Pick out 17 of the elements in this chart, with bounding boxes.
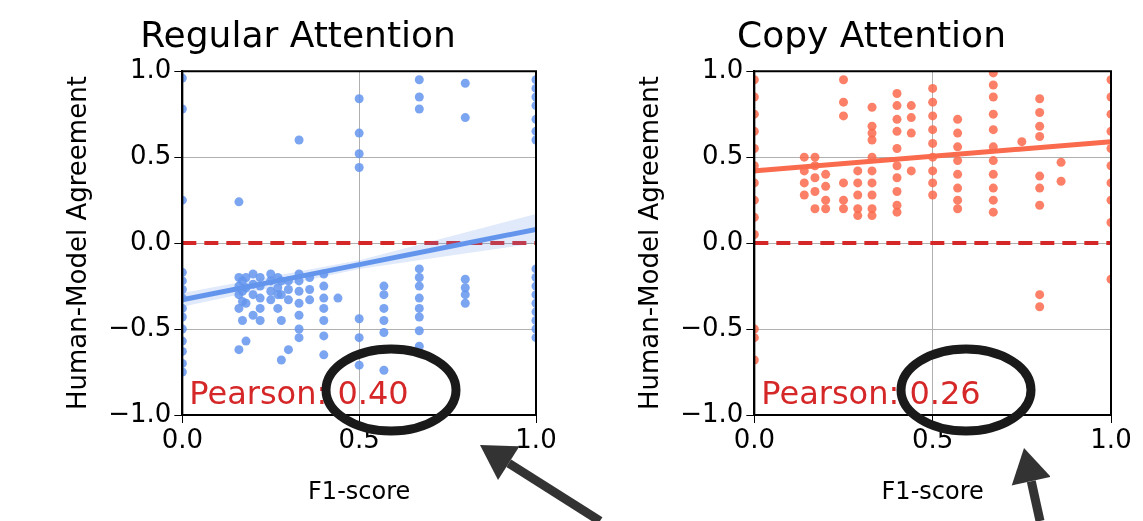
y-tick-label: 0.5: [129, 139, 172, 170]
y-axis-title: Human-Model Agreement: [634, 76, 665, 411]
y-tick-label: −0.5: [108, 311, 172, 342]
y-tick-label: 1.0: [701, 53, 744, 84]
x-tick-label: 1.0: [1090, 424, 1132, 455]
y-tick-label: 0.5: [701, 139, 744, 170]
y-tick-label: −0.5: [680, 311, 744, 342]
y-tick-label: 0.0: [129, 225, 172, 256]
x-axis-title: F1-score: [308, 476, 411, 505]
x-axis-title: F1-score: [881, 476, 984, 505]
x-tick-label: 1.0: [515, 424, 557, 455]
y-axis-title: Human-Model Agreement: [62, 76, 93, 411]
y-tick-label: 0.0: [701, 225, 744, 256]
annotation: Pearson: 0.26: [761, 374, 981, 412]
chart-title: Copy Attention: [737, 13, 1006, 55]
chart-title: Regular Attention: [140, 13, 456, 55]
y-tick-label: 1.0: [129, 53, 172, 84]
